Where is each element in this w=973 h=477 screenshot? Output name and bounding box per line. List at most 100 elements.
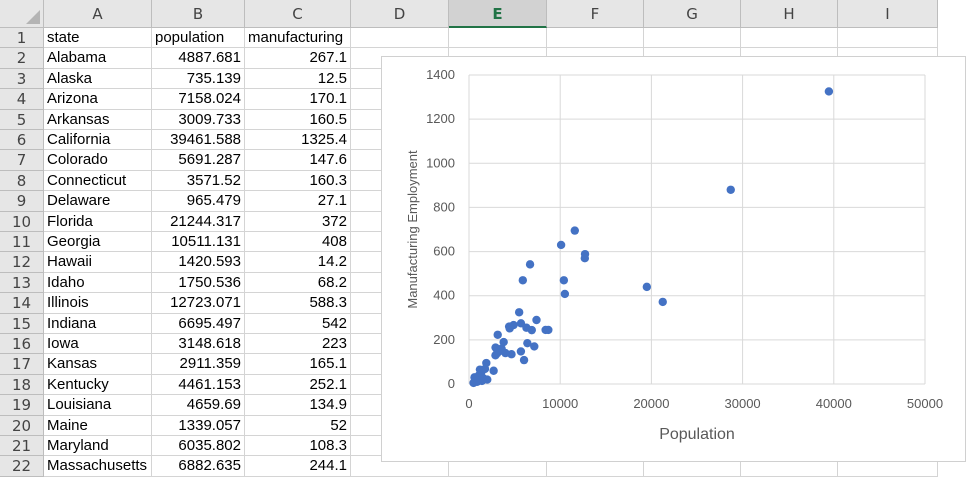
cell-b11[interactable]: 10511.131 (152, 232, 245, 253)
row-header-18[interactable]: 18 (0, 374, 44, 396)
cell-c6[interactable]: 1325.4 (245, 130, 351, 151)
cell-a14[interactable]: Illinois (44, 293, 152, 314)
row-header-14[interactable]: 14 (0, 293, 44, 314)
cell-b3[interactable]: 735.139 (152, 68, 245, 90)
cell-c15[interactable]: 542 (245, 313, 351, 334)
cell-c22[interactable]: 244.1 (245, 456, 351, 477)
cell-b7[interactable]: 5691.287 (152, 150, 245, 171)
cell-b18[interactable]: 4461.153 (152, 374, 245, 396)
cell-a11[interactable]: Georgia (44, 232, 152, 253)
row-header-21[interactable]: 21 (0, 436, 44, 457)
row-header-9[interactable]: 9 (0, 191, 44, 212)
cell-b20[interactable]: 1339.057 (152, 415, 245, 436)
column-header-c[interactable]: C (245, 0, 351, 28)
cell-c2[interactable]: 267.1 (245, 48, 351, 69)
cell-a15[interactable]: Indiana (44, 313, 152, 334)
cell-b10[interactable]: 21244.317 (152, 211, 245, 232)
cell-a10[interactable]: Florida (44, 211, 152, 232)
cell-a20[interactable]: Maine (44, 415, 152, 436)
cell-a6[interactable]: California (44, 130, 152, 151)
row-header-15[interactable]: 15 (0, 313, 44, 334)
cell-i1[interactable] (838, 28, 938, 49)
cell-b14[interactable]: 12723.071 (152, 293, 245, 314)
cell-d1[interactable] (351, 28, 449, 49)
cell-c9[interactable]: 27.1 (245, 191, 351, 212)
cell-c13[interactable]: 68.2 (245, 272, 351, 294)
select-all-corner[interactable] (0, 0, 44, 28)
cell-a5[interactable]: Arkansas (44, 109, 152, 130)
cell-b16[interactable]: 3148.618 (152, 334, 245, 355)
row-header-7[interactable]: 7 (0, 150, 44, 171)
column-header-i[interactable]: I (838, 0, 938, 28)
cell-c7[interactable]: 147.6 (245, 150, 351, 171)
cell-a1[interactable]: state (44, 28, 152, 49)
cell-h1[interactable] (741, 28, 838, 49)
cell-g1[interactable] (644, 28, 741, 49)
cell-a9[interactable]: Delaware (44, 191, 152, 212)
scatter-chart[interactable]: 0 200 400 600 800 1000 1200 1400 0 10000 20000 3000… (381, 56, 966, 462)
cell-c21[interactable]: 108.3 (245, 436, 351, 457)
cell-c14[interactable]: 588.3 (245, 293, 351, 314)
cell-a3[interactable]: Alaska (44, 68, 152, 90)
cell-c12[interactable]: 14.2 (245, 252, 351, 273)
cell-a19[interactable]: Louisiana (44, 395, 152, 416)
cell-a18[interactable]: Kentucky (44, 374, 152, 396)
row-header-1[interactable]: 1 (0, 28, 44, 49)
column-header-f[interactable]: F (547, 0, 644, 28)
cell-c18[interactable]: 252.1 (245, 374, 351, 396)
column-header-h[interactable]: H (741, 0, 838, 28)
column-header-a[interactable]: A (44, 0, 152, 28)
column-header-d[interactable]: D (351, 0, 449, 28)
cell-a8[interactable]: Connecticut (44, 170, 152, 192)
row-header-10[interactable]: 10 (0, 211, 44, 232)
cell-c10[interactable]: 372 (245, 211, 351, 232)
cell-a7[interactable]: Colorado (44, 150, 152, 171)
cell-b15[interactable]: 6695.497 (152, 313, 245, 334)
row-header-11[interactable]: 11 (0, 232, 44, 253)
cell-c17[interactable]: 165.1 (245, 354, 351, 375)
cell-a21[interactable]: Maryland (44, 436, 152, 457)
cell-a12[interactable]: Hawaii (44, 252, 152, 273)
cell-a16[interactable]: Iowa (44, 334, 152, 355)
cell-c8[interactable]: 160.3 (245, 170, 351, 192)
cell-c1[interactable]: manufacturing (245, 28, 351, 49)
cell-b21[interactable]: 6035.802 (152, 436, 245, 457)
cell-f1[interactable] (547, 28, 644, 49)
cell-a17[interactable]: Kansas (44, 354, 152, 375)
cell-a13[interactable]: Idaho (44, 272, 152, 294)
cell-c4[interactable]: 170.1 (245, 89, 351, 110)
column-header-b[interactable]: B (152, 0, 245, 28)
row-header-3[interactable]: 3 (0, 68, 44, 90)
cell-b9[interactable]: 965.479 (152, 191, 245, 212)
cell-c19[interactable]: 134.9 (245, 395, 351, 416)
row-header-4[interactable]: 4 (0, 89, 44, 110)
row-header-6[interactable]: 6 (0, 130, 44, 151)
cell-b6[interactable]: 39461.588 (152, 130, 245, 151)
cell-b4[interactable]: 7158.024 (152, 89, 245, 110)
cell-e1[interactable] (449, 28, 547, 49)
cell-b17[interactable]: 2911.359 (152, 354, 245, 375)
cell-c11[interactable]: 408 (245, 232, 351, 253)
cell-b12[interactable]: 1420.593 (152, 252, 245, 273)
column-header-g[interactable]: G (644, 0, 741, 28)
cell-a4[interactable]: Arizona (44, 89, 152, 110)
row-header-19[interactable]: 19 (0, 395, 44, 416)
row-header-22[interactable]: 22 (0, 456, 44, 477)
cell-b1[interactable]: population (152, 28, 245, 49)
row-header-12[interactable]: 12 (0, 252, 44, 273)
row-header-17[interactable]: 17 (0, 354, 44, 375)
cell-b5[interactable]: 3009.733 (152, 109, 245, 130)
row-header-20[interactable]: 20 (0, 415, 44, 436)
cell-a2[interactable]: Alabama (44, 48, 152, 69)
cell-b2[interactable]: 4887.681 (152, 48, 245, 69)
row-header-5[interactable]: 5 (0, 109, 44, 130)
cell-a22[interactable]: Massachusetts (44, 456, 152, 477)
cell-c16[interactable]: 223 (245, 334, 351, 355)
cell-b19[interactable]: 4659.69 (152, 395, 245, 416)
row-header-2[interactable]: 2 (0, 48, 44, 69)
row-header-16[interactable]: 16 (0, 334, 44, 355)
cell-c5[interactable]: 160.5 (245, 109, 351, 130)
cell-c3[interactable]: 12.5 (245, 68, 351, 90)
cell-c20[interactable]: 52 (245, 415, 351, 436)
row-header-8[interactable]: 8 (0, 170, 44, 192)
